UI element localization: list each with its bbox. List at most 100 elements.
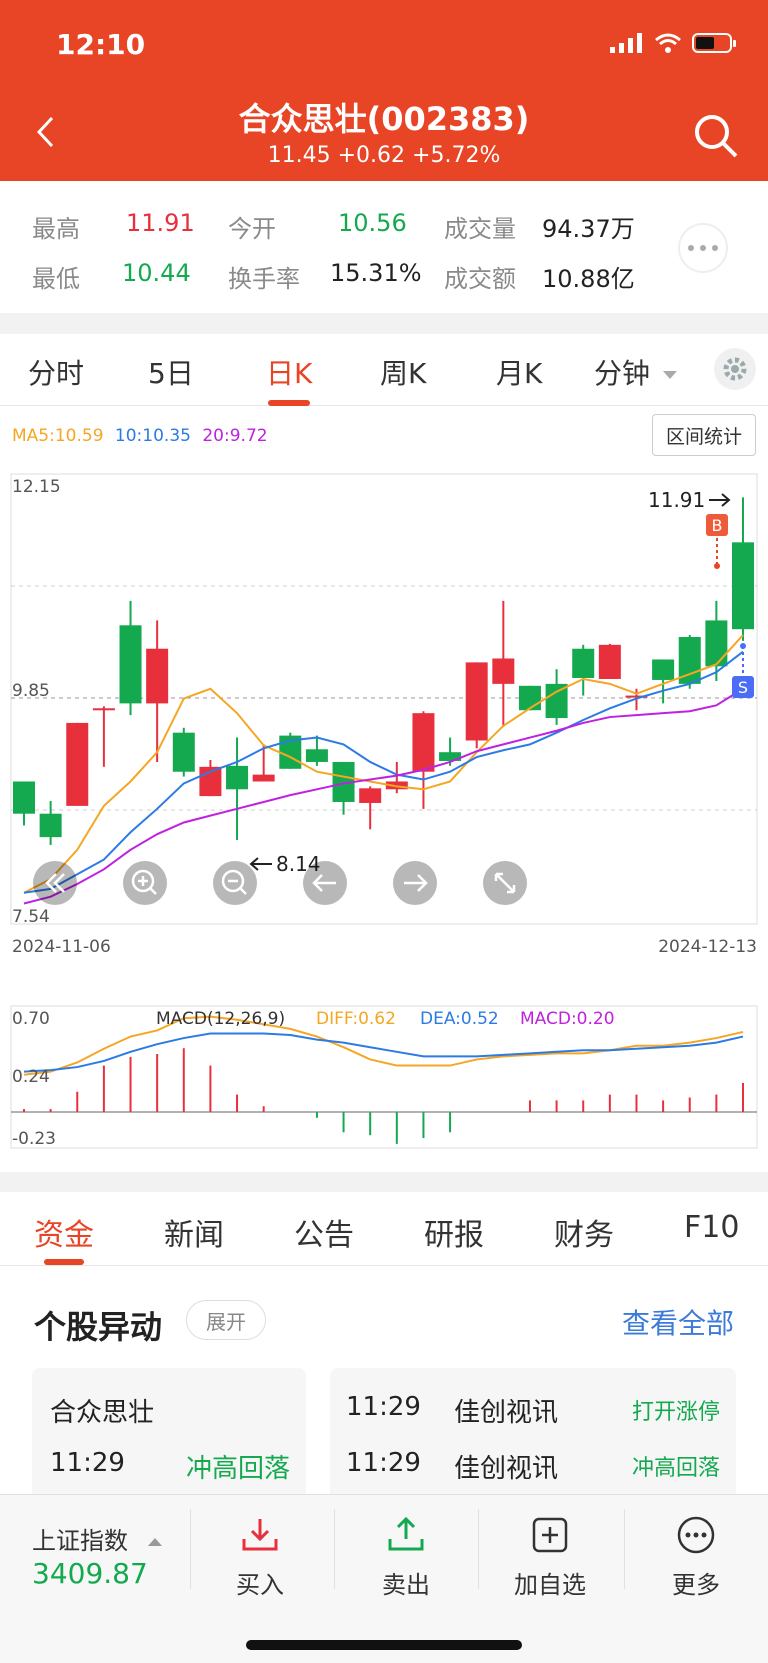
jump-start-button[interactable] <box>33 861 77 905</box>
anomaly-card-right[interactable]: 11:29 佳创视讯 打开涨停 11:29 佳创视讯 冲高回落 <box>330 1368 736 1508</box>
macd-y-mid: 0.24 <box>12 1067 50 1087</box>
date-end-label: 2024-12-13 <box>658 937 757 957</box>
more-circle-icon <box>677 1516 715 1554</box>
candlestick <box>279 732 302 769</box>
more-button[interactable]: 更多 <box>646 1515 746 1600</box>
zoom-in-button[interactable] <box>123 861 167 905</box>
quote-panel: 最高 11.91 今开 10.56 成交量 94.37万 最低 10.44 换手… <box>0 181 768 313</box>
list-item-event: 冲高回落 <box>631 1456 720 1481</box>
tab-financials[interactable]: 财务 <box>554 1218 614 1253</box>
max-arrow-icon <box>709 493 731 507</box>
quote-more-button[interactable] <box>678 223 728 273</box>
wifi-icon <box>655 33 681 53</box>
candlestick <box>172 727 195 777</box>
open-label: 今开 <box>228 215 276 243</box>
back-button[interactable] <box>30 112 60 152</box>
turnover-value: 15.31% <box>330 259 422 287</box>
tab-monthly-k[interactable]: 月K <box>496 357 543 390</box>
volume-label: 成交量 <box>444 215 516 243</box>
status-time: 12:10 <box>56 28 146 61</box>
stock-anomaly-section: 个股异动 展开 查看全部 合众思壮 11:29 冲高回落 11:29 佳创视讯 … <box>0 1266 768 1508</box>
active-tab-indicator <box>268 400 310 406</box>
dea-line <box>23 1032 744 1073</box>
candlestick <box>518 685 541 711</box>
tab-intraday[interactable]: 分时 <box>28 357 85 390</box>
min-price-label: 8.14 <box>276 852 321 876</box>
kline-tabs: 分时 5日 日K 周K 月K 分钟 <box>0 334 768 406</box>
card-time: 11:29 <box>50 1448 125 1478</box>
candlestick <box>492 600 515 727</box>
search-button[interactable] <box>692 112 740 160</box>
stock-title: 合众思壮(002383) <box>238 100 530 138</box>
range-stats-button[interactable]: 区间统计 <box>652 414 756 456</box>
sell-button[interactable]: 卖出 <box>356 1515 456 1600</box>
index-value: 3409.87 <box>32 1557 148 1590</box>
ma5-line <box>23 634 744 894</box>
ma10-label: 10:10.35 <box>114 426 191 446</box>
search-icon <box>695 115 738 158</box>
buy-button[interactable]: 买入 <box>210 1515 310 1600</box>
buy-marker[interactable]: B <box>706 514 728 569</box>
chart-settings-button[interactable] <box>714 348 756 390</box>
home-indicator <box>246 1640 522 1650</box>
tab-funds[interactable]: 资金 <box>34 1218 94 1253</box>
candlestick <box>226 737 249 841</box>
section-title: 个股异动 <box>34 1308 163 1346</box>
tab-minute[interactable]: 分钟 <box>594 352 677 392</box>
macd-value-label: MACD:0.20 <box>520 1009 615 1029</box>
expand-button[interactable]: 展开 <box>186 1300 266 1340</box>
y-axis-bottom-label: 7.54 <box>12 907 50 927</box>
candlestick <box>359 786 382 830</box>
tab-5day[interactable]: 5日 <box>148 357 194 390</box>
list-item-time: 11:29 <box>346 1392 421 1422</box>
volume-value: 94.37万 <box>542 215 635 243</box>
tab-research[interactable]: 研报 <box>424 1218 484 1253</box>
candlestick <box>199 760 222 797</box>
low-value: 10.44 <box>122 259 191 287</box>
min-arrow-icon <box>249 857 272 871</box>
candlestick <box>465 662 488 749</box>
sell-marker-text: S <box>738 678 748 697</box>
signal-icon <box>610 33 642 53</box>
sell-marker[interactable]: S <box>732 643 754 698</box>
candlestick <box>92 706 115 767</box>
tab-news[interactable]: 新闻 <box>164 1218 224 1253</box>
macd-frame <box>10 1005 758 1149</box>
buy-label: 买入 <box>236 1571 284 1599</box>
tab-announcements[interactable]: 公告 <box>294 1218 354 1253</box>
battery-icon <box>692 33 736 53</box>
pan-right-button[interactable] <box>393 861 437 905</box>
pan-left-button[interactable] <box>303 861 347 905</box>
candlestick <box>412 711 435 809</box>
amount-value: 10.88亿 <box>542 265 635 293</box>
sell-label: 卖出 <box>382 1571 430 1599</box>
macd-chart[interactable]: 0.70 0.24 -0.23 MACD(12,26,9) DIFF:0.62 … <box>0 998 768 1158</box>
kline-chart[interactable]: 12.15 9.85 7.54 11.91 8.14 B <box>0 466 768 976</box>
divider <box>624 1509 625 1589</box>
tab-daily-k[interactable]: 日K <box>266 357 313 390</box>
tab-weekly-k[interactable]: 周K <box>380 357 427 390</box>
chart-controls <box>33 861 527 905</box>
open-value: 10.56 <box>338 209 407 237</box>
add-square-icon <box>532 1517 568 1553</box>
arrow-left-icon <box>312 874 336 892</box>
ma-legend: MA5:10.59 10:10.35 20:9.72 <box>12 426 268 446</box>
card-stock-name: 合众思壮 <box>50 1398 155 1428</box>
fullscreen-button[interactable] <box>483 861 527 905</box>
view-all-link[interactable]: 查看全部 <box>621 1307 734 1340</box>
kline-frame <box>10 473 758 925</box>
candlestick <box>13 781 35 826</box>
buy-marker-text: B <box>712 516 723 535</box>
macd-y-bottom: -0.23 <box>12 1129 56 1149</box>
y-axis-mid-label: 9.85 <box>12 681 50 701</box>
index-name: 上证指数 <box>32 1521 162 1556</box>
more-label: 更多 <box>672 1571 720 1599</box>
zoom-out-button[interactable] <box>213 861 257 905</box>
header: 12:10 合众思壮(002383) 11.45 +0.62 +5.7 <box>0 0 768 181</box>
candlestick <box>146 620 169 762</box>
candlestick <box>252 744 275 782</box>
candlestick <box>332 761 355 815</box>
anomaly-card-left[interactable]: 合众思壮 11:29 冲高回落 <box>32 1368 306 1508</box>
add-favorite-button[interactable]: 加自选 <box>500 1515 600 1600</box>
tab-f10[interactable]: F10 <box>684 1210 740 1245</box>
